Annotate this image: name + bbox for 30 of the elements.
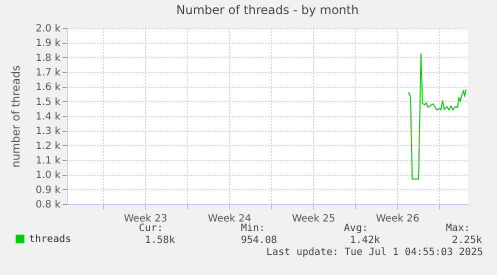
y-tick-label: 1.0 k xyxy=(36,170,61,182)
y-tick-label: 2.0 k xyxy=(36,24,61,34)
line-series xyxy=(408,53,466,180)
y-tick-label: 0.9 k xyxy=(36,184,61,196)
text: Min: xyxy=(240,223,265,234)
y-tick-label: 1.5 k xyxy=(36,96,61,108)
legend-label: threads xyxy=(29,234,72,245)
text: 1.58k xyxy=(144,235,175,246)
y-tick-label: 1.6 k xyxy=(36,82,61,94)
y-tick-label: 1.1 k xyxy=(36,156,61,166)
y-tick-label: 0.8 k xyxy=(36,200,61,210)
y-tick-label: 1.3 k xyxy=(36,126,61,138)
text: Max: xyxy=(446,223,470,234)
x-tick-label: Week 26 xyxy=(376,214,420,224)
x-tick-label: Week 25 xyxy=(292,214,336,224)
chart-title: Number of threads - by month xyxy=(176,3,359,17)
y-tick-label: 1.2 k xyxy=(36,140,61,152)
text: Cur: xyxy=(138,223,163,234)
y-tick-label: 1.7 k xyxy=(36,68,61,78)
x-tick-label: Week 24 xyxy=(208,214,252,224)
y-tick-label: 1.8 k xyxy=(36,52,61,64)
x-tick-label: Week 23 xyxy=(124,214,168,224)
text: Last update: Tue Jul 1 04:55:03 2025 xyxy=(266,247,483,258)
y-axis-title: number of threads xyxy=(10,65,23,168)
y-tick-label: 1.4 k xyxy=(36,112,61,122)
y-tick-label: 1.9 k xyxy=(36,38,61,50)
text: 954.08 xyxy=(240,235,277,246)
text: 2.25k xyxy=(452,235,482,246)
text: 1.42k xyxy=(350,235,380,246)
text: Avg: xyxy=(344,223,368,234)
